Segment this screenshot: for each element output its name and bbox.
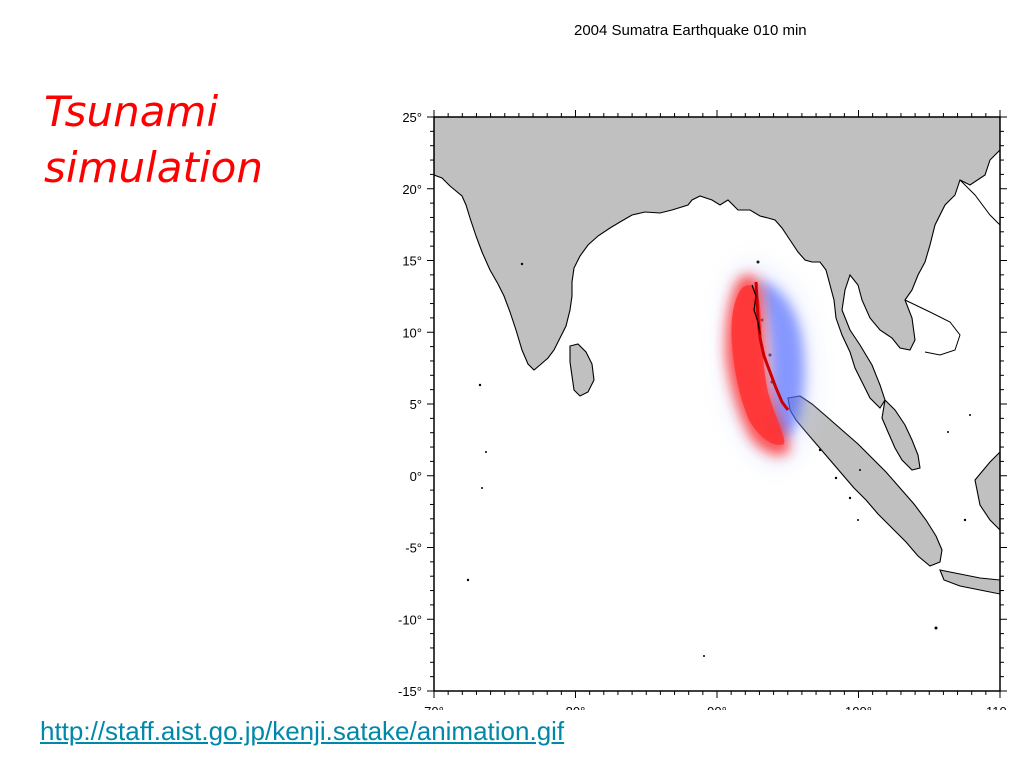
figure-title: 2004 Sumatra Earthquake 010 min [574, 22, 807, 39]
x-tick-label: 100° [845, 704, 872, 710]
y-tick-label: 5° [410, 397, 422, 412]
x-tick-label: 70° [424, 704, 444, 710]
y-tick-label: 0° [410, 469, 422, 484]
y-tick-label: 25° [402, 110, 422, 125]
land-sri-lanka [569, 343, 595, 397]
tsunami-wave-field [722, 262, 815, 466]
land-malay-peninsula [881, 398, 921, 471]
slide-title-line-2: simulation [44, 143, 263, 192]
coast-gulf-of-thailand [904, 299, 961, 356]
y-tick-label: -15° [398, 684, 422, 699]
source-link[interactable]: http://staff.aist.go.jp/kenji.satake/ani… [40, 716, 565, 746]
x-tick-label: 110 [986, 704, 1007, 710]
land-sumatra [787, 395, 943, 567]
x-tick-label: 90° [707, 704, 727, 710]
axis-ticks: 25° 20° 15° 10° 5° 0° -5° -10° -15°70° 80° 90° 100°… [398, 110, 1007, 710]
land-borneo [974, 451, 1000, 531]
slide-title: Tsunami simulation [44, 84, 364, 196]
coast-vietnam [959, 179, 1000, 226]
slide-title-line-1: Tsunami [44, 87, 219, 136]
y-tick-label: 15° [402, 254, 422, 269]
tsunami-map: 25° 20° 15° 10° 5° 0° -5° -10° -15°70° 80° 90° 100°… [398, 110, 1007, 710]
y-tick-label: -10° [398, 612, 422, 627]
fault-rupture-line [754, 281, 790, 411]
x-tick-label: 80° [566, 704, 586, 710]
y-tick-label: -5° [405, 541, 422, 556]
y-tick-label: 20° [402, 182, 422, 197]
land-java [939, 569, 1000, 595]
y-tick-label: 10° [402, 325, 422, 340]
small-islands [466, 260, 971, 657]
land-asia-mainland [434, 117, 1000, 409]
